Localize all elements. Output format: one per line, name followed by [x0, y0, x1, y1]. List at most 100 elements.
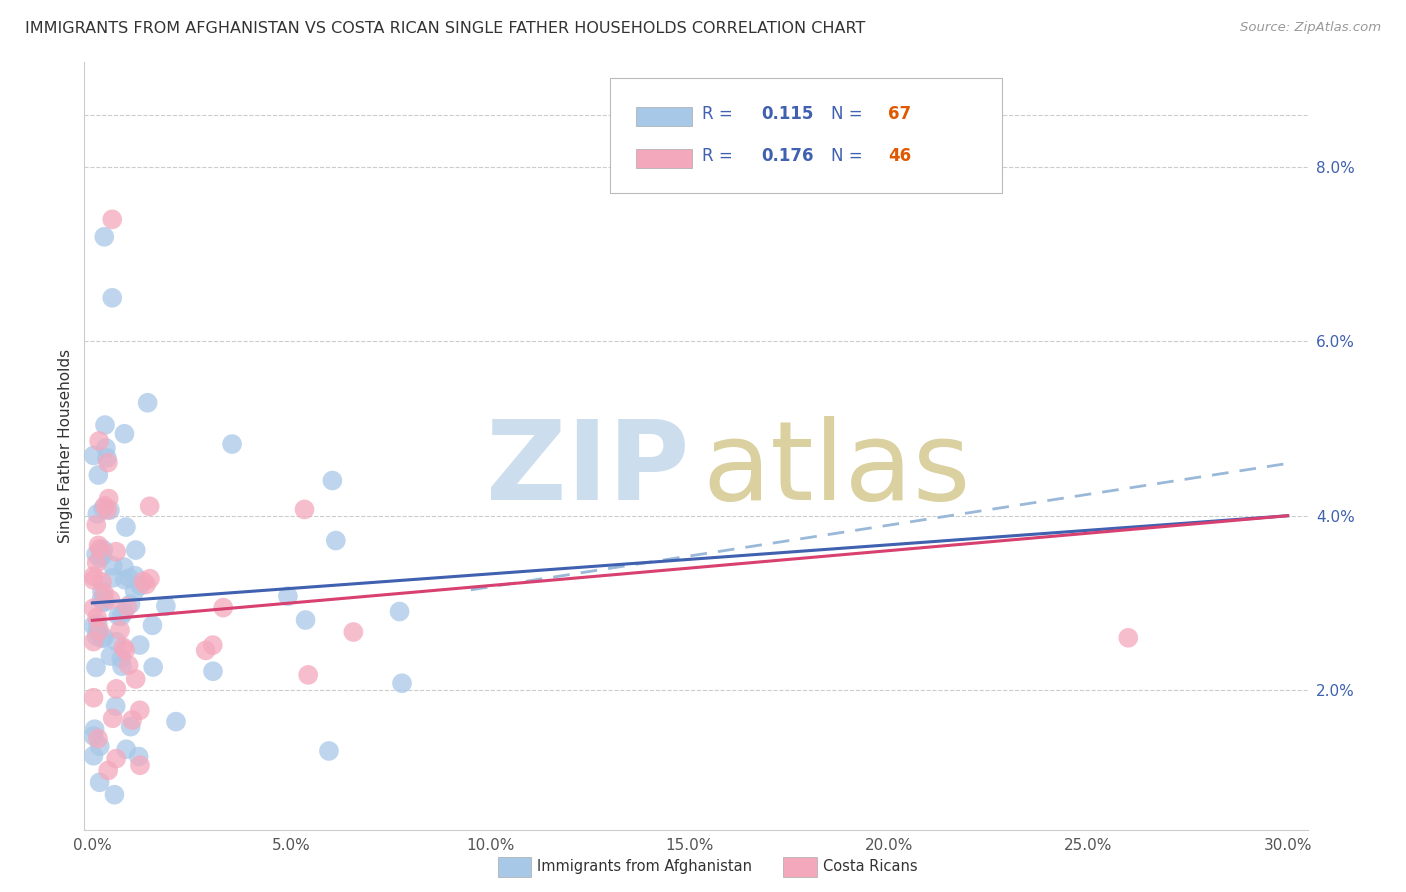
Point: [87, 538, 110, 552]
Point: [86, 629, 108, 643]
Point: [91, 501, 114, 516]
Point: [107, 608, 129, 623]
Point: [294, 613, 316, 627]
Point: [97, 456, 120, 470]
Text: Costa Ricans: Costa Ricans: [823, 859, 917, 873]
Point: [90, 584, 112, 599]
Point: [111, 659, 134, 673]
Point: [112, 640, 135, 655]
Point: [89, 434, 111, 448]
Point: [388, 605, 411, 619]
Point: [128, 638, 150, 652]
Point: [221, 437, 243, 451]
Point: [91, 632, 114, 646]
Text: 0.176: 0.176: [761, 147, 813, 165]
Point: [108, 624, 131, 638]
Point: [89, 739, 111, 754]
Point: [114, 643, 136, 657]
Point: [97, 764, 120, 778]
FancyBboxPatch shape: [636, 107, 692, 126]
Point: [87, 731, 110, 746]
Point: [110, 651, 132, 665]
Point: [96, 503, 118, 517]
Point: [83, 722, 105, 736]
Text: R =: R =: [702, 105, 738, 123]
Point: [86, 507, 108, 521]
Point: [321, 474, 343, 488]
Point: [115, 520, 138, 534]
Text: N =: N =: [831, 147, 868, 165]
Point: [139, 572, 162, 586]
Point: [83, 634, 105, 648]
Text: 46: 46: [889, 147, 911, 165]
Point: [117, 658, 139, 673]
Point: [112, 605, 135, 619]
Point: [83, 601, 105, 615]
Point: [86, 624, 108, 639]
Point: [93, 630, 115, 644]
Point: [125, 543, 148, 558]
Point: [132, 574, 155, 589]
Text: ZIP: ZIP: [486, 416, 690, 523]
Point: [86, 556, 108, 570]
Point: [105, 681, 128, 696]
Point: [91, 549, 114, 563]
Point: [135, 577, 157, 591]
Point: [201, 665, 224, 679]
Point: [84, 547, 107, 561]
Point: [105, 752, 128, 766]
Point: [318, 744, 340, 758]
Point: [94, 441, 117, 455]
Y-axis label: Single Father Households: Single Father Households: [58, 349, 73, 543]
Point: [124, 583, 146, 598]
Point: [112, 560, 135, 574]
Point: [87, 468, 110, 483]
Point: [101, 558, 124, 573]
Point: [83, 690, 105, 705]
Text: atlas: atlas: [702, 416, 970, 523]
Text: Immigrants from Afghanistan: Immigrants from Afghanistan: [537, 859, 752, 873]
Point: [83, 729, 105, 743]
Point: [91, 574, 114, 589]
Point: [84, 660, 107, 674]
Text: 67: 67: [889, 105, 911, 123]
Point: [105, 634, 128, 648]
Point: [325, 533, 347, 548]
Point: [128, 703, 150, 717]
Point: [142, 660, 165, 674]
Point: [93, 542, 115, 557]
Point: [93, 499, 115, 513]
Point: [101, 291, 124, 305]
FancyBboxPatch shape: [610, 78, 1002, 193]
Point: [93, 595, 115, 609]
Point: [94, 418, 117, 433]
Point: [86, 610, 108, 624]
Point: [212, 600, 235, 615]
Point: [96, 450, 118, 465]
Point: [124, 568, 146, 582]
Point: [118, 571, 141, 585]
Text: 0.115: 0.115: [761, 105, 813, 123]
Point: [83, 748, 105, 763]
Point: [120, 597, 142, 611]
Point: [83, 449, 105, 463]
Point: [342, 625, 364, 640]
Point: [101, 212, 124, 227]
Point: [110, 609, 132, 624]
Point: [297, 668, 319, 682]
Point: [114, 426, 136, 441]
Point: [128, 749, 150, 764]
Point: [103, 788, 125, 802]
Point: [194, 643, 217, 657]
Point: [115, 599, 138, 614]
Point: [100, 592, 122, 607]
Point: [121, 713, 143, 727]
Point: [87, 616, 110, 631]
Point: [89, 541, 111, 556]
Point: [277, 589, 299, 603]
FancyBboxPatch shape: [636, 149, 692, 169]
Point: [165, 714, 187, 729]
Point: [89, 624, 111, 638]
Point: [201, 638, 224, 652]
Text: N =: N =: [831, 105, 868, 123]
